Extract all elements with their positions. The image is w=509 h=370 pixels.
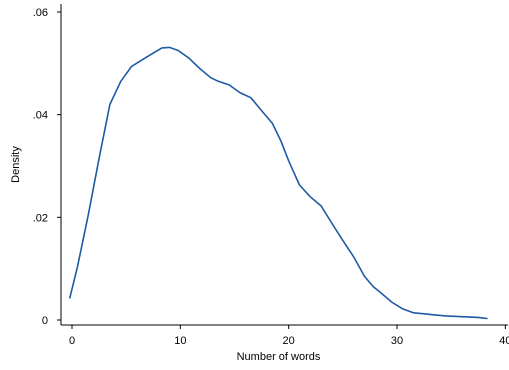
x-tick-label: 0	[69, 335, 75, 347]
tick-marks	[57, 11, 506, 329]
x-tick-label: 40	[499, 335, 509, 347]
y-tick-label: .02	[33, 212, 48, 224]
y-tick-label: 0	[42, 315, 48, 327]
y-tick-label: .04	[33, 110, 48, 122]
series-layer	[69, 46, 488, 320]
density-line	[69, 46, 488, 320]
x-tick-label: 30	[391, 335, 403, 347]
y-tick-label: .06	[33, 7, 48, 19]
x-axis-title: Number of words	[237, 351, 321, 363]
y-axis-title: Density	[10, 146, 22, 183]
x-tick-label: 10	[174, 335, 186, 347]
x-tick-label: 20	[283, 335, 295, 347]
